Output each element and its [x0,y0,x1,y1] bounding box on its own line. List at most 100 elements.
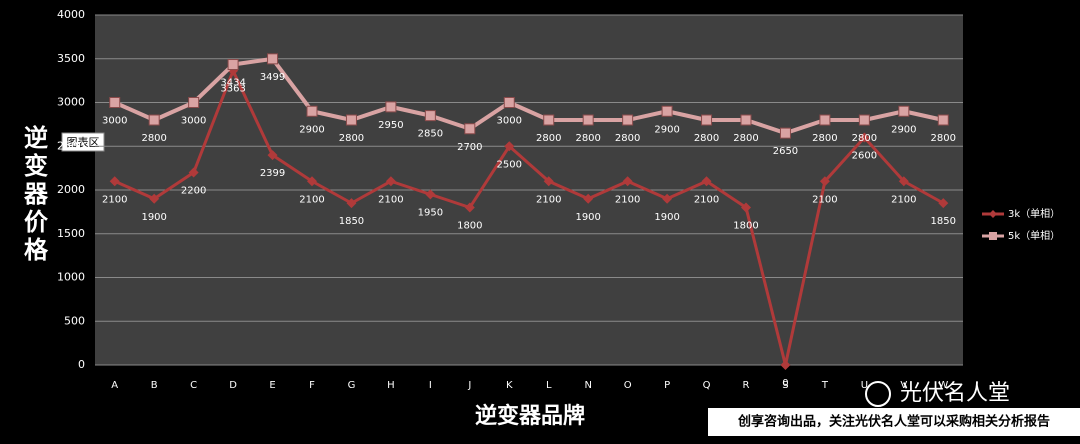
marker [425,189,436,200]
data-label: 2399 [260,168,285,179]
marker [819,114,831,126]
data-label: 2800 [339,133,364,144]
x-tick-label: W [938,380,948,391]
marker [149,193,160,204]
marker [424,110,436,122]
footer-box [708,408,1080,436]
x-tick-label: O [624,380,632,391]
data-label: 1850 [339,216,364,227]
marker [464,202,475,213]
watermark: 光伏名人堂 [900,381,1010,406]
marker [938,198,949,209]
data-label: 2800 [931,133,956,144]
data-label: 3363 [220,84,245,95]
series-line [113,56,944,136]
marker [503,97,515,108]
marker [740,114,752,126]
legend-label: 3k（单相） [1008,207,1060,220]
marker [385,176,396,187]
y-tick-label: 0 [78,358,85,371]
y-tick-label: 4000 [57,8,85,21]
data-label: 2100 [102,194,127,205]
x-tick-label: F [309,380,315,391]
y-tick-label: 3000 [57,96,85,109]
data-label: 2100 [615,194,640,205]
x-tick-label: U [861,380,868,391]
marker [819,176,830,187]
data-label: 2700 [457,142,482,153]
marker [937,114,949,126]
y-tick-label: 500 [64,314,85,327]
marker [385,101,397,113]
marker [898,105,910,117]
data-label: 2100 [536,194,561,205]
data-label: 1850 [931,216,956,227]
marker [858,114,870,126]
data-label: 2800 [536,133,561,144]
marker [306,105,318,117]
legend-label: 5k（单相） [1008,229,1060,242]
marker [346,198,357,209]
data-label: 0 [782,378,788,389]
data-label: 2800 [852,133,877,144]
x-tick-label: K [506,380,513,391]
marker [307,176,317,187]
data-label: 2100 [299,194,324,205]
x-tick-label: D [229,380,237,391]
data-label: 1900 [575,212,600,223]
data-label: 3000 [102,116,127,127]
legend-marker [989,210,997,218]
marker [701,176,712,187]
x-tick-label: L [546,380,552,391]
x-tick-label: J [467,380,471,391]
tooltip-box [61,132,105,152]
marker [188,97,200,108]
marker [109,176,120,187]
marker [148,114,160,126]
marker [582,114,594,126]
series-line [114,69,945,367]
x-tick-label: Q [703,380,711,391]
watermark-icon [865,381,891,407]
data-label: 2800 [615,133,640,144]
marker [622,114,634,126]
x-tick-label: R [743,380,750,391]
marker [662,193,673,204]
data-label: 2100 [694,194,719,205]
footer-note: 创享咨询出品，关注光伏名人堂可以采购相关分析报告 [737,414,1050,430]
x-axis-title: 逆变器品牌 [475,403,585,429]
marker [504,141,515,152]
marker [741,202,751,213]
x-tick-label: N [584,380,591,391]
data-label: 3499 [260,72,285,83]
marker [859,132,870,143]
legend-marker [989,232,997,240]
data-label: 3000 [497,116,522,127]
data-label: 1800 [457,221,482,232]
data-label: 2600 [852,151,877,162]
data-label: 2850 [418,129,443,140]
data-label: 2100 [378,194,403,205]
data-label: 2900 [891,124,916,135]
x-tick-label: S [782,380,788,391]
data-label: 2200 [181,186,206,197]
marker [267,150,278,161]
y-tick-label: 1000 [57,271,85,284]
marker [779,127,791,139]
x-tick-label: G [348,380,356,391]
data-label: 2500 [497,159,522,170]
x-tick-label: C [190,380,197,391]
y-tick-label: 1500 [57,227,85,240]
tooltip: 图表区 [67,135,100,149]
marker [701,114,713,126]
y-tick-label: 2000 [57,183,85,196]
x-tick-label: B [151,380,158,391]
data-label: 3000 [181,116,206,127]
x-tick-label: E [269,380,275,391]
data-label: 2900 [654,124,679,135]
marker [622,176,633,187]
x-tick-label: T [821,380,829,391]
data-label: 3434 [220,78,245,89]
data-label: 2100 [812,194,837,205]
